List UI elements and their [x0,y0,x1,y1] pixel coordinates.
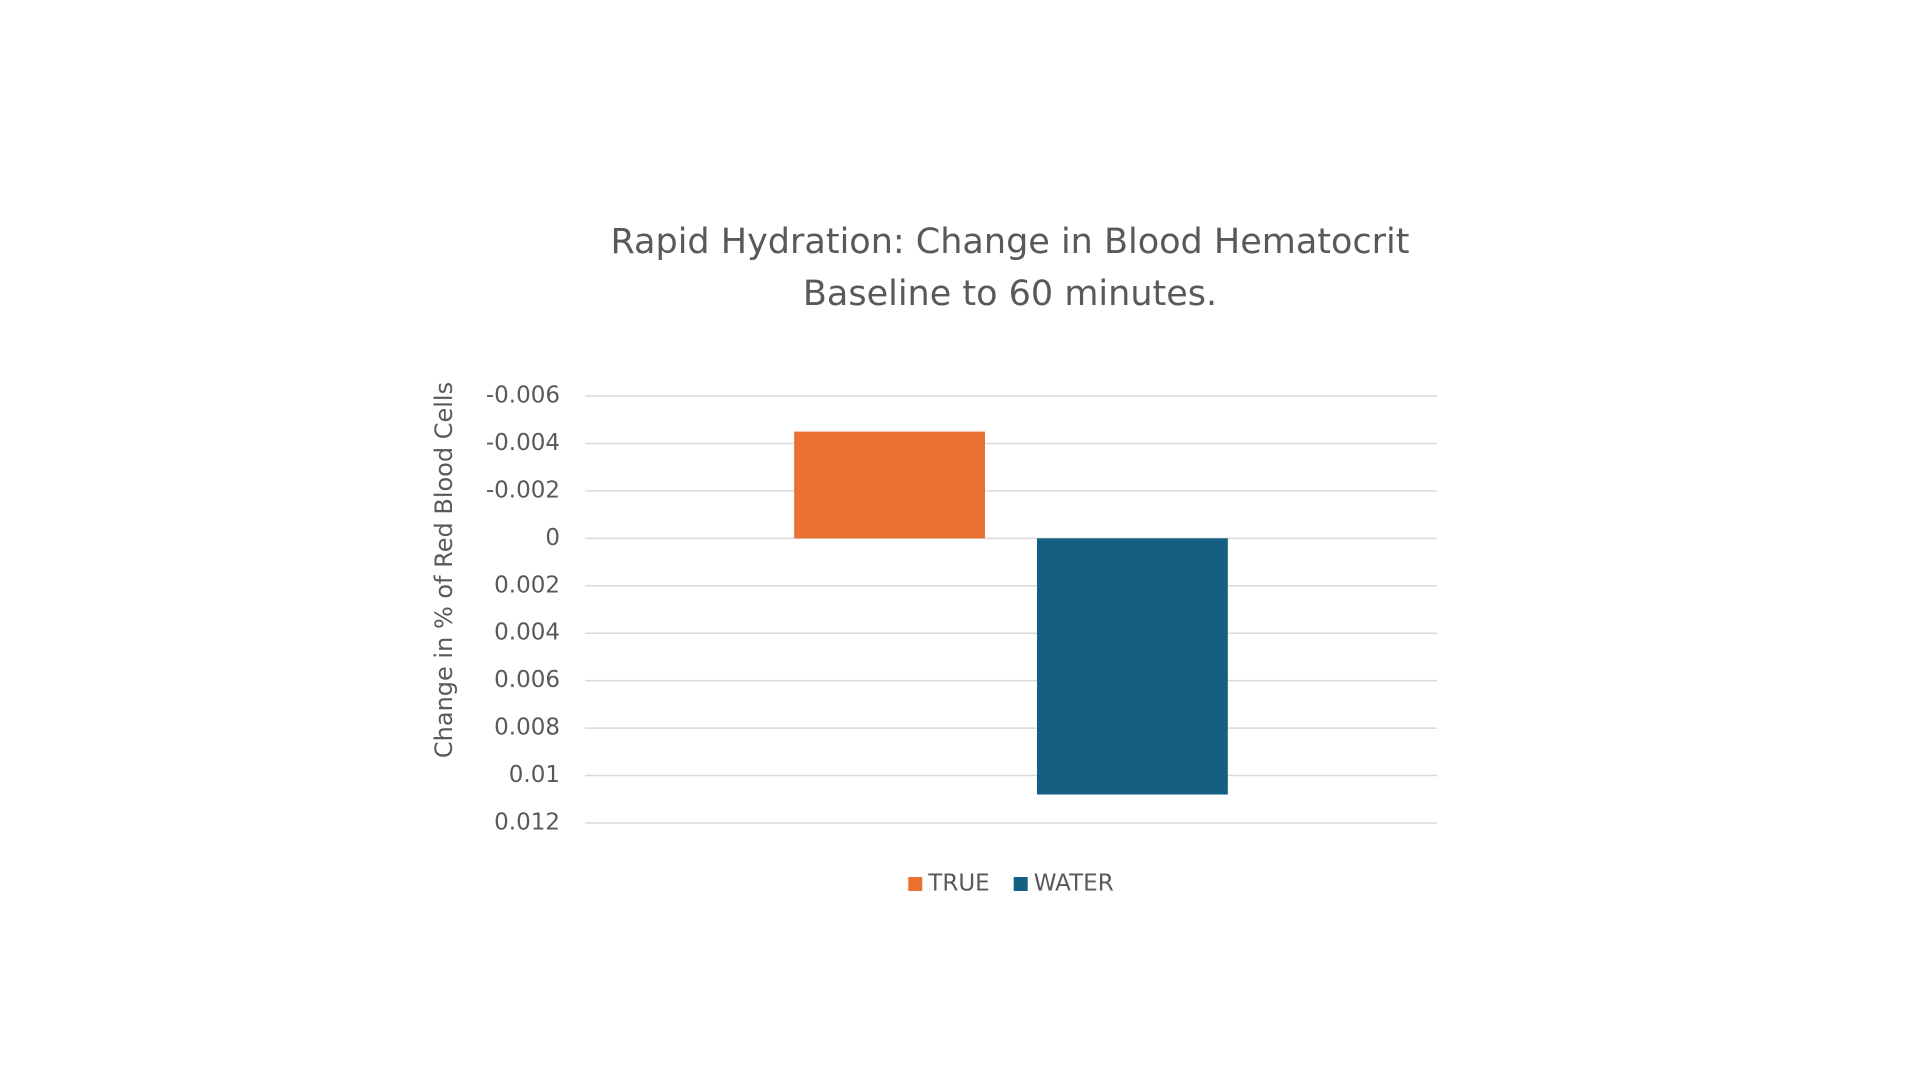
legend-marker [1013,877,1028,891]
y-tick-label: 0.012 [494,810,560,836]
legend-label: WATER [1034,871,1114,897]
legend-marker [908,877,923,891]
y-tick-label: 0.004 [494,620,560,646]
chart-title: Rapid Hydration: Change in Blood Hematoc… [610,222,1409,262]
y-tick-label: -0.004 [486,430,560,456]
y-tick-label: 0 [545,525,560,551]
y-tick-label: -0.006 [486,383,560,409]
chart-title: Baseline to 60 minutes. [803,274,1217,314]
y-tick-label: 0.002 [494,572,560,598]
y-tick-label: 0.008 [494,715,560,741]
bar [1036,538,1228,795]
y-axis-label: Change in % of Red Blood Cells [430,382,458,758]
bar [794,431,986,539]
y-tick-label: 0.006 [494,667,560,693]
y-tick-label: 0.01 [509,762,560,788]
legend-label: TRUE [927,871,989,897]
y-tick-label: -0.002 [486,477,560,503]
